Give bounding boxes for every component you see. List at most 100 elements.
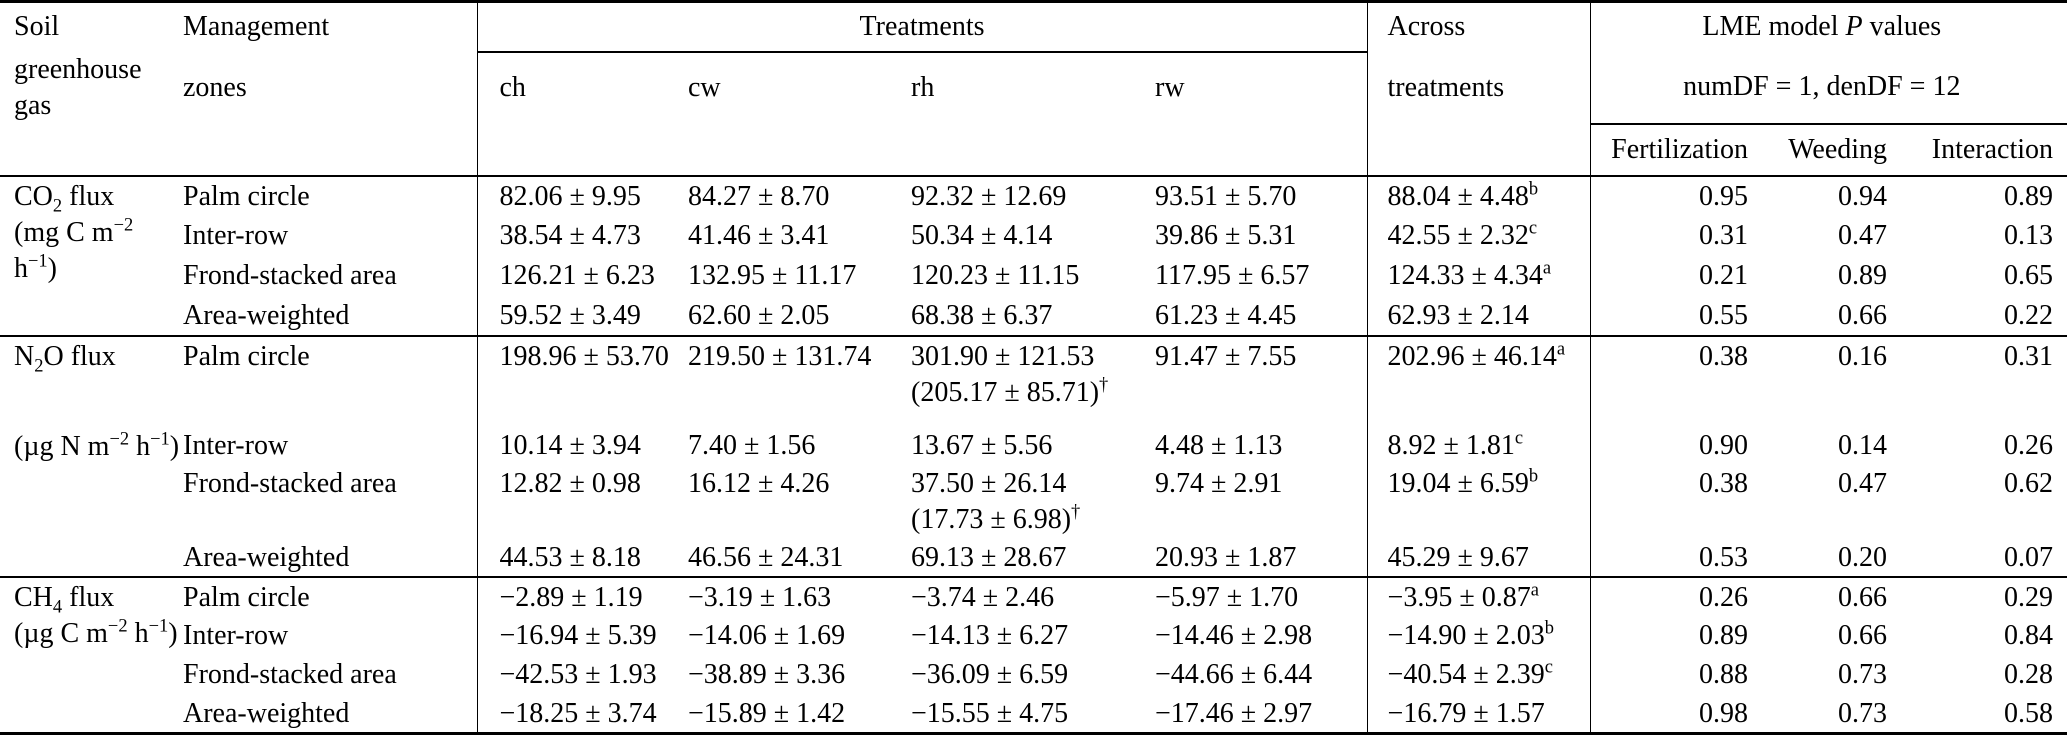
p-weeding: 0.14 <box>1838 429 1888 461</box>
value-rw: 117.95 ± 6.57 <box>1155 259 1310 291</box>
value-rw: 20.93 ± 1.87 <box>1155 541 1297 573</box>
p-fertilization: 0.31 <box>1589 215 1749 256</box>
p-interaction: 0.13 <box>2004 219 2054 251</box>
header-management-line1: Management <box>183 11 330 43</box>
table-row: Area-weighted 44.53 ± 8.18 46.56 ± 24.31… <box>0 537 2067 577</box>
p-weeding: 0.66 <box>1748 575 1888 616</box>
header-spacer <box>0 123 183 177</box>
header-weeding: Weeding <box>1748 123 1888 177</box>
value-rh: −15.55 ± 4.75 <box>911 697 1069 729</box>
p-weeding: 0.47 <box>1838 467 1888 499</box>
value-rw: 4.48 ± 1.13 <box>1155 429 1283 461</box>
value-across: −3.95 ± 0.87a <box>1366 575 1591 616</box>
zone-label: Palm circle <box>183 174 477 216</box>
value-rw: 93.51 ± 5.70 <box>1155 174 1368 216</box>
table-row: Area-weighted −18.25 ± 3.74 −15.89 ± 1.4… <box>0 693 2067 733</box>
value-across: 62.93 ± 2.14 <box>1366 295 1591 336</box>
p-fertilization: 0.98 <box>1589 693 1749 733</box>
p-fertilization: 0.90 <box>1589 425 1749 464</box>
value-ch: 10.14 ± 3.94 <box>476 425 688 464</box>
section-co2: CO2 flux (mg C m−2 h−1) Palm circle 82.0… <box>0 174 2067 336</box>
p-fertilization: 0.21 <box>1589 255 1749 296</box>
value-cw: 219.50 ± 131.74 <box>688 334 911 426</box>
p-interaction: 0.07 <box>2004 541 2054 573</box>
gas-label: CO2 flux <box>14 180 115 216</box>
value-rh: 50.34 ± 4.14 <box>911 219 1053 251</box>
table-row: Inter-row 10.14 ± 3.94 7.40 ± 1.56 13.67… <box>0 425 2067 464</box>
header-soil-line2: greenhouse gas <box>14 53 142 121</box>
value-ch: 126.21 ± 6.23 <box>476 255 688 296</box>
p-fertilization: 0.95 <box>1589 174 1749 216</box>
value-rh: 301.90 ± 121.53 (205.17 ± 85.71)† <box>911 334 1155 426</box>
p-interaction: 0.84 <box>2004 619 2054 651</box>
value-across: −16.79 ± 1.57 <box>1366 693 1591 733</box>
p-weeding: 0.89 <box>1838 259 1888 291</box>
value-ch: 198.96 ± 53.70 <box>476 334 688 426</box>
value-across: 45.29 ± 9.67 <box>1366 537 1591 577</box>
value-rh: 120.23 ± 11.15 <box>911 259 1080 291</box>
value-ch: −2.89 ± 1.19 <box>476 575 688 616</box>
table-row: Area-weighted 59.52 ± 3.49 62.60 ± 2.05 … <box>0 295 2067 336</box>
p-interaction: 0.29 <box>1887 575 2067 616</box>
zone-label: Inter-row <box>183 219 289 251</box>
value-ch: 38.54 ± 4.73 <box>476 215 688 256</box>
p-weeding: 0.94 <box>1748 174 1888 216</box>
p-interaction: 0.22 <box>2004 299 2054 331</box>
value-across: 202.96 ± 46.14a <box>1366 334 1591 426</box>
value-rw: −5.97 ± 1.70 <box>1155 575 1368 616</box>
header-spacer <box>1366 123 1591 177</box>
zone-label: Area-weighted <box>183 697 350 729</box>
p-weeding: 0.66 <box>1838 619 1888 651</box>
section-ch4: CH4 flux (µg C m−2 h−1) Palm circle −2.8… <box>0 575 2067 733</box>
header-treatment-rw: rw <box>1155 72 1185 103</box>
value-rh-main: 37.50 ± 26.14 <box>911 467 1067 499</box>
header-spacer <box>183 123 477 177</box>
p-fertilization: 0.55 <box>1589 295 1749 336</box>
value-across: 42.55 ± 2.32c <box>1366 215 1591 256</box>
value-cw: −14.06 ± 1.69 <box>688 619 846 651</box>
p-weeding: 0.73 <box>1838 697 1888 729</box>
header-treatments-group: Treatments <box>476 1 1368 53</box>
header-across-line1: Across <box>1366 1 1591 52</box>
header-interaction: Interaction <box>1887 123 2067 177</box>
p-weeding: 0.20 <box>1838 541 1888 573</box>
value-cw: 16.12 ± 4.26 <box>688 467 830 499</box>
value-rw: −14.46 ± 2.98 <box>1155 619 1313 651</box>
value-rh-note: (205.17 ± 85.71)† <box>911 374 1109 408</box>
p-fertilization: 0.38 <box>1589 334 1749 426</box>
header-row-2: greenhouse gas zones ch cw rh rw treatme… <box>0 51 2067 125</box>
zone-label: Palm circle <box>183 575 477 616</box>
table-row: CH4 flux (µg C m−2 h−1) Palm circle −2.8… <box>0 575 2067 733</box>
gas-unit: (µg C m−2 h−1) <box>14 615 178 649</box>
gas-cell: CH4 flux (µg C m−2 h−1) <box>0 575 183 733</box>
p-weeding: 0.16 <box>1748 334 1888 426</box>
gas-cell: N2O flux (µg N m−2 h−1) <box>0 334 183 577</box>
value-cw: 132.95 ± 11.17 <box>688 259 857 291</box>
p-interaction: 0.89 <box>1887 174 2067 216</box>
table-row: CO2 flux (mg C m−2 h−1) Palm circle 82.0… <box>0 174 2067 336</box>
value-cw: −3.19 ± 1.63 <box>688 575 911 616</box>
header-treatment-ch: ch <box>476 51 688 124</box>
value-rh: 13.67 ± 5.56 <box>911 429 1053 461</box>
value-cw: 62.60 ± 2.05 <box>688 299 830 331</box>
p-interaction: 0.58 <box>2004 697 2054 729</box>
value-rw: −44.66 ± 6.44 <box>1155 658 1313 690</box>
value-rh: 68.38 ± 6.37 <box>911 299 1053 331</box>
value-ch: 59.52 ± 3.49 <box>476 295 688 336</box>
header-lme-group: LME model P values <box>1589 1 2067 52</box>
zone-label: Area-weighted <box>183 541 350 573</box>
value-across: 19.04 ± 6.59b <box>1366 463 1591 538</box>
value-rh: 37.50 ± 26.14 (17.73 ± 6.98)† <box>911 464 1155 538</box>
value-rh: −36.09 ± 6.59 <box>911 658 1069 690</box>
p-interaction: 0.31 <box>1887 334 2067 426</box>
value-across: 88.04 ± 4.48b <box>1366 174 1591 216</box>
zone-label: Palm circle <box>183 334 477 426</box>
gas-unit: (mg C m−2 h−1) <box>14 214 134 284</box>
zone-label: Area-weighted <box>183 299 350 331</box>
value-across: 8.92 ± 1.81c <box>1366 425 1591 464</box>
p-fertilization: 0.88 <box>1589 654 1749 694</box>
p-interaction: 0.28 <box>2004 658 2054 690</box>
value-ch: 12.82 ± 0.98 <box>476 463 688 538</box>
value-cw: −15.89 ± 1.42 <box>688 697 846 729</box>
value-rw: 39.86 ± 5.31 <box>1155 219 1297 251</box>
